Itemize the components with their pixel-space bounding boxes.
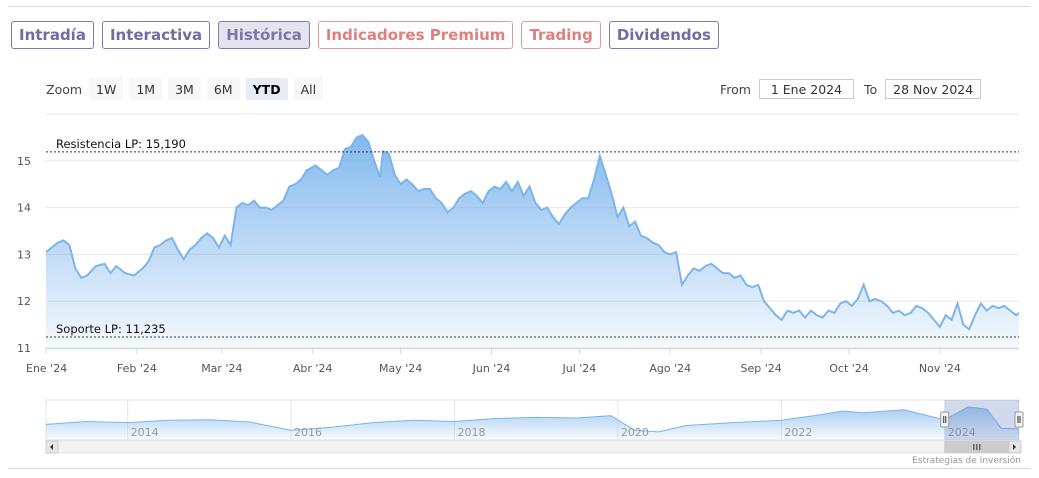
navigator-frame <box>45 399 1020 441</box>
price-area <box>46 135 1019 348</box>
y-tick-label: 13 <box>17 248 31 261</box>
to-label: To <box>864 81 878 97</box>
handle-body <box>1014 411 1024 428</box>
scroll-right-icon <box>1013 444 1016 450</box>
scrollbar-thumb <box>944 440 1010 454</box>
navigator-year-label: 2016 <box>294 426 322 439</box>
tab-trading[interactable]: Trading <box>521 21 601 49</box>
top-divider <box>8 6 1030 7</box>
zoom-1m-button[interactable]: 1M <box>129 78 163 100</box>
navigator-scrollbar[interactable] <box>45 440 1022 454</box>
tab-historica[interactable]: Histórica <box>218 21 310 49</box>
tab-intradia[interactable]: Intradía <box>11 21 94 49</box>
bottom-divider <box>8 468 1030 469</box>
x-tick-label: Sep '24 <box>740 362 781 375</box>
annotation-label: Resistencia LP: 15,190 <box>56 137 186 151</box>
handle-body <box>940 411 950 428</box>
y-tick-label: 14 <box>17 202 31 215</box>
zoom-selector: Zoom 1W 1M 3M 6M YTD All <box>46 78 329 100</box>
x-tick-label: Abr '24 <box>293 362 333 375</box>
navigator[interactable]: 2014 2016 2018 2020 2022 2024 <box>45 399 1024 454</box>
tab-indicadores-premium[interactable]: Indicadores Premium <box>317 21 514 49</box>
y-tick-label: 12 <box>17 295 31 308</box>
from-label: From <box>720 81 751 97</box>
scroll-left-icon <box>50 444 53 450</box>
annotation-label: Soporte LP: 11,235 <box>56 322 166 336</box>
x-tick-label: Jun '24 <box>472 362 511 375</box>
navigator-year-label: 2018 <box>458 426 486 439</box>
zoom-1w-button[interactable]: 1W <box>89 78 124 100</box>
to-date-input[interactable]: 28 Nov 2024 <box>885 79 982 99</box>
from-date-input[interactable]: 1 Ene 2024 <box>758 79 854 99</box>
navigator-year-label: 2024 <box>948 426 976 439</box>
credit-text: Estrategias de Inversión <box>912 456 1021 466</box>
x-tick-label: Nov '24 <box>919 362 961 375</box>
navigator-handle-left[interactable] <box>940 411 950 428</box>
scrollbar-right-button <box>1008 440 1022 454</box>
zoom-3m-button[interactable]: 3M <box>168 78 201 100</box>
x-tick-label: Mar '24 <box>201 362 242 375</box>
navigator-year-label: 2014 <box>131 426 159 439</box>
x-tick-label: Oct '24 <box>829 362 869 375</box>
chart-tabs: Intradía Interactiva Histórica Indicador… <box>11 21 719 49</box>
tab-interactiva[interactable]: Interactiva <box>101 21 211 49</box>
zoom-6m-button[interactable]: 6M <box>206 78 240 100</box>
price-line <box>45 133 1020 331</box>
x-tick-label: Ago '24 <box>649 362 691 375</box>
y-tick-label: 11 <box>17 342 31 355</box>
date-range-to: To 28 Nov 2024 <box>864 79 982 99</box>
zoom-all-button[interactable]: All <box>293 78 324 100</box>
navigator-year-label: 2020 <box>621 426 649 439</box>
x-tick-label: May '24 <box>379 362 422 375</box>
scrollbar-left-button <box>45 440 59 454</box>
navigator-area <box>46 406 1019 440</box>
x-tick-label: Ene '24 <box>26 362 67 375</box>
y-tick-label: 15 <box>17 155 31 168</box>
date-range-from: From 1 Ene 2024 <box>720 79 854 99</box>
navigator-year-label: 2022 <box>784 426 812 439</box>
zoom-label: Zoom <box>46 81 83 97</box>
x-tick-label: Jul '24 <box>561 362 596 375</box>
tab-dividendos[interactable]: Dividendos <box>608 21 719 49</box>
navigator-handle-right[interactable] <box>1014 411 1024 428</box>
x-tick-label: Feb '24 <box>117 362 157 375</box>
zoom-ytd-button[interactable]: YTD <box>245 78 288 100</box>
navigator-selection <box>944 400 1019 440</box>
navigator-line <box>45 406 1020 433</box>
scrollbar-track <box>45 440 1022 454</box>
